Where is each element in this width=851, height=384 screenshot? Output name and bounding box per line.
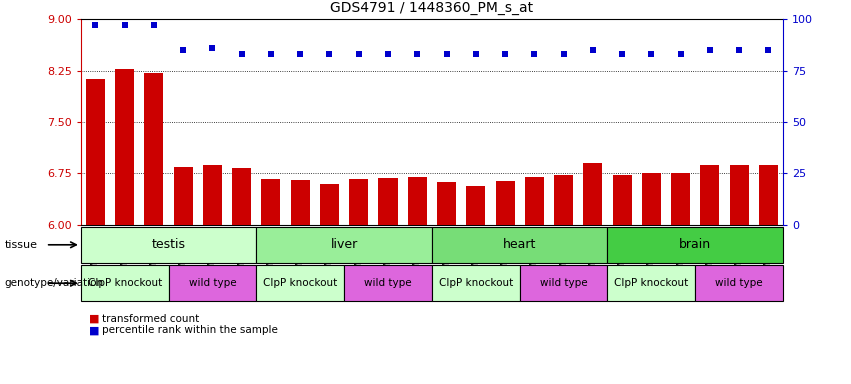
- Bar: [671, 173, 690, 225]
- Point: [381, 51, 395, 57]
- Text: ClpP knockout: ClpP knockout: [263, 278, 337, 288]
- Text: tissue: tissue: [4, 240, 37, 250]
- Point: [674, 51, 688, 57]
- Bar: [437, 182, 456, 225]
- Point: [528, 51, 541, 57]
- Bar: [759, 165, 778, 225]
- Bar: [81, 227, 256, 263]
- Point: [176, 47, 190, 53]
- Text: ■: ■: [89, 325, 100, 335]
- Text: ■: ■: [89, 314, 100, 324]
- Text: ClpP knockout: ClpP knockout: [614, 278, 688, 288]
- Text: brain: brain: [679, 238, 711, 251]
- Bar: [700, 165, 719, 225]
- Point: [89, 22, 102, 28]
- Bar: [232, 169, 251, 225]
- Bar: [379, 178, 397, 225]
- Text: heart: heart: [503, 238, 536, 251]
- Point: [557, 51, 570, 57]
- Point: [469, 51, 483, 57]
- Bar: [349, 179, 368, 225]
- Point: [118, 22, 132, 28]
- Point: [732, 47, 745, 53]
- Text: wild type: wild type: [540, 278, 587, 288]
- Point: [264, 51, 277, 57]
- Point: [498, 51, 511, 57]
- Bar: [729, 165, 749, 225]
- Bar: [525, 177, 544, 225]
- Bar: [408, 177, 426, 225]
- Bar: [432, 265, 520, 301]
- Text: wild type: wild type: [364, 278, 412, 288]
- Bar: [261, 179, 281, 225]
- Bar: [554, 175, 573, 225]
- Bar: [81, 265, 168, 301]
- Text: wild type: wild type: [715, 278, 762, 288]
- Bar: [320, 184, 339, 225]
- Text: testis: testis: [151, 238, 186, 251]
- Point: [235, 51, 248, 57]
- Bar: [344, 265, 431, 301]
- Bar: [168, 265, 256, 301]
- Point: [644, 51, 658, 57]
- Point: [586, 47, 600, 53]
- Point: [440, 51, 454, 57]
- Point: [352, 51, 366, 57]
- Text: transformed count: transformed count: [102, 314, 199, 324]
- Text: ClpP knockout: ClpP knockout: [88, 278, 162, 288]
- Bar: [695, 265, 783, 301]
- Bar: [174, 167, 192, 225]
- Bar: [203, 165, 222, 225]
- Text: wild type: wild type: [189, 278, 237, 288]
- Bar: [642, 172, 660, 225]
- Bar: [115, 68, 134, 225]
- Text: ClpP knockout: ClpP knockout: [438, 278, 513, 288]
- Bar: [432, 227, 608, 263]
- Bar: [466, 185, 485, 225]
- Point: [323, 51, 336, 57]
- Point: [762, 47, 775, 53]
- Point: [703, 47, 717, 53]
- Point: [294, 51, 307, 57]
- Bar: [145, 73, 163, 225]
- Text: liver: liver: [330, 238, 357, 251]
- Point: [206, 45, 220, 51]
- Point: [615, 51, 629, 57]
- Bar: [86, 79, 105, 225]
- Bar: [608, 265, 695, 301]
- Point: [410, 51, 424, 57]
- Text: genotype/variation: genotype/variation: [4, 278, 103, 288]
- Bar: [520, 265, 608, 301]
- Bar: [608, 227, 783, 263]
- Title: GDS4791 / 1448360_PM_s_at: GDS4791 / 1448360_PM_s_at: [330, 2, 534, 15]
- Bar: [613, 175, 631, 225]
- Bar: [291, 180, 310, 225]
- Bar: [495, 181, 515, 225]
- Point: [147, 22, 161, 28]
- Text: percentile rank within the sample: percentile rank within the sample: [102, 325, 278, 335]
- Bar: [583, 163, 603, 225]
- Bar: [256, 227, 431, 263]
- Bar: [256, 265, 344, 301]
